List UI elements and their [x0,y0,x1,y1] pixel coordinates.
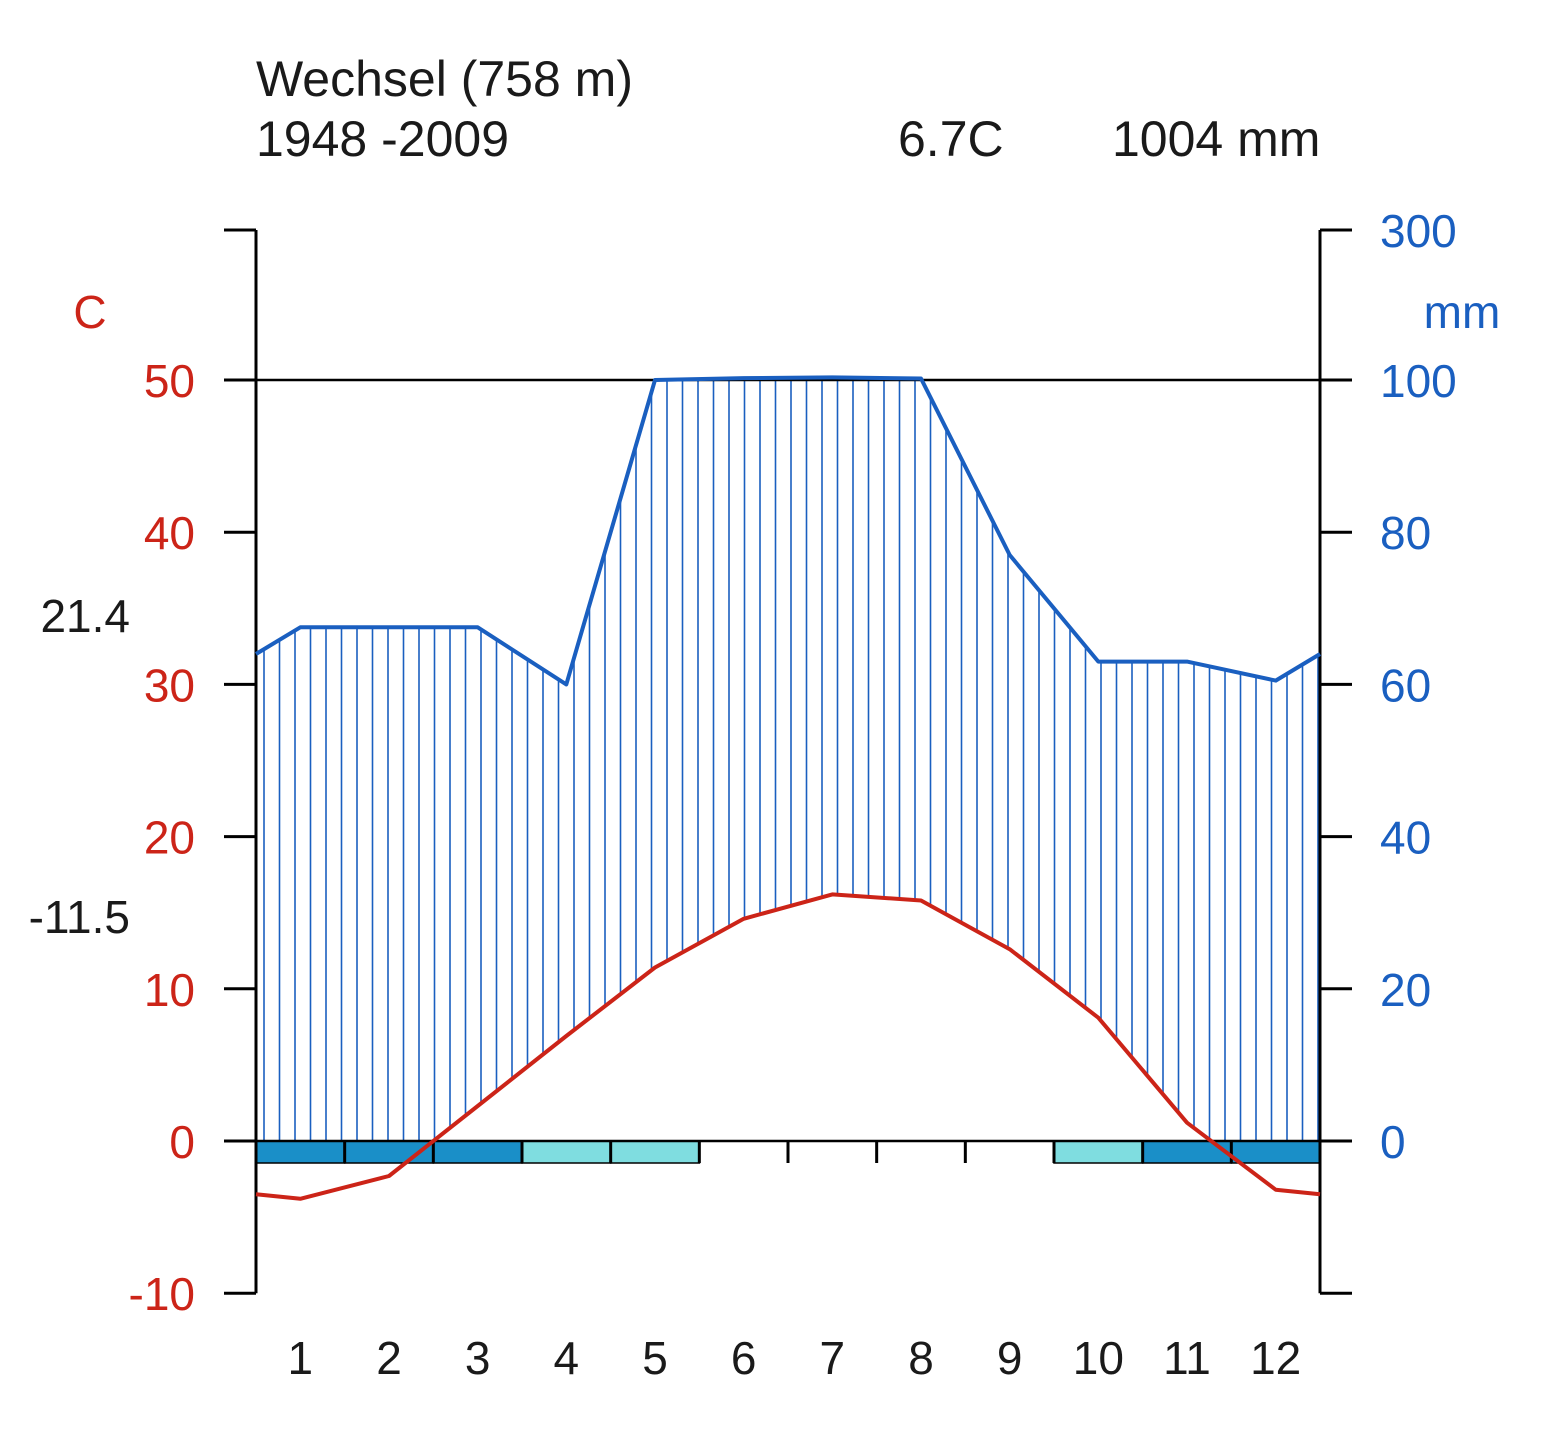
frost-bar-month-5 [609,1140,701,1164]
month-label-11: 11 [1163,1332,1211,1384]
precip-axis-label: mm [1424,286,1501,338]
right-tick-label: 100 [1380,355,1457,407]
month-label-2: 2 [376,1332,402,1384]
mean-temperature-label: 6.7C [898,111,1004,167]
left-tick-label: 30 [144,659,195,711]
total-precipitation-label: 1004 mm [1112,111,1321,167]
frost-bar-month-1 [255,1140,346,1164]
right-tick-label: 0 [1380,1116,1406,1168]
right-tick-label: 60 [1380,659,1431,711]
frost-bar-month-3 [432,1140,523,1164]
month-label-4: 4 [554,1332,580,1384]
max-temp-label: 21.4 [40,590,130,642]
right-tick-label: 20 [1380,964,1431,1016]
min-temp-label: -11.5 [29,891,130,943]
period-label: 1948 -2009 [256,111,510,167]
right-tick-label: 300 [1380,205,1457,257]
month-label-6: 6 [731,1332,757,1384]
right-tick-label: 80 [1380,507,1431,559]
month-label-5: 5 [642,1332,668,1384]
frost-bar-month-12 [1230,1140,1321,1164]
month-label-12: 12 [1250,1332,1301,1384]
month-label-7: 7 [820,1332,846,1384]
month-label-1: 1 [288,1332,314,1384]
temperature-line [255,892,1321,1201]
month-label-3: 3 [465,1332,491,1384]
left-tick-label: 50 [144,355,195,407]
month-label-9: 9 [997,1332,1023,1384]
station-title: Wechsel (758 m) [256,51,633,107]
left-tick-label: -10 [129,1268,195,1320]
left-tick-label: 40 [144,507,195,559]
left-tick-label: 0 [169,1116,195,1168]
left-tick-label: 20 [144,812,195,864]
month-label-10: 10 [1073,1332,1124,1384]
left-tick-label: 10 [144,964,195,1016]
frost-bar-month-10 [1053,1140,1144,1164]
frost-bar-month-4 [521,1140,612,1164]
precipitation-line [254,375,1322,687]
month-label-8: 8 [908,1332,934,1384]
right-tick-label: 40 [1380,812,1431,864]
temp-axis-label: C [73,286,106,338]
